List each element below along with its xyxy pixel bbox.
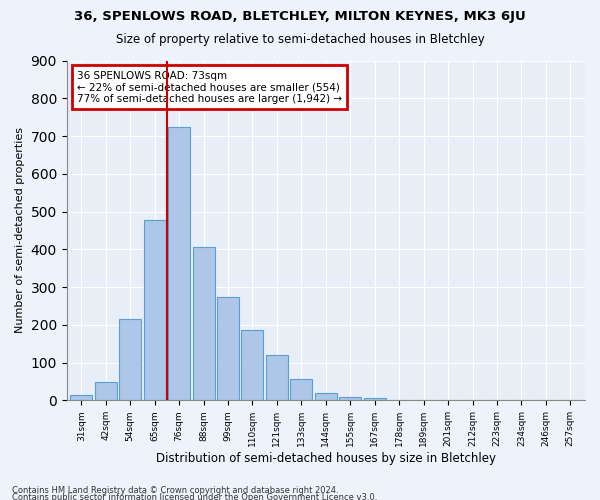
Bar [70,394,92,400]
Bar [339,398,361,400]
Bar [119,319,141,400]
Text: Contains public sector information licensed under the Open Government Licence v3: Contains public sector information licen… [12,494,377,500]
Bar [168,126,190,400]
Bar [364,398,386,400]
Bar [315,393,337,400]
Text: 36, SPENLOWS ROAD, BLETCHLEY, MILTON KEYNES, MK3 6JU: 36, SPENLOWS ROAD, BLETCHLEY, MILTON KEY… [74,10,526,23]
Bar [241,330,263,400]
Bar [193,248,215,400]
Bar [143,220,166,400]
Y-axis label: Number of semi-detached properties: Number of semi-detached properties [15,128,25,334]
Bar [290,379,313,400]
Text: Contains HM Land Registry data © Crown copyright and database right 2024.: Contains HM Land Registry data © Crown c… [12,486,338,495]
Bar [217,296,239,401]
Bar [266,355,288,401]
Text: 36 SPENLOWS ROAD: 73sqm
← 22% of semi-detached houses are smaller (554)
77% of s: 36 SPENLOWS ROAD: 73sqm ← 22% of semi-de… [77,70,342,104]
Text: Size of property relative to semi-detached houses in Bletchley: Size of property relative to semi-detach… [116,32,484,46]
X-axis label: Distribution of semi-detached houses by size in Bletchley: Distribution of semi-detached houses by … [156,452,496,465]
Bar [95,382,117,400]
